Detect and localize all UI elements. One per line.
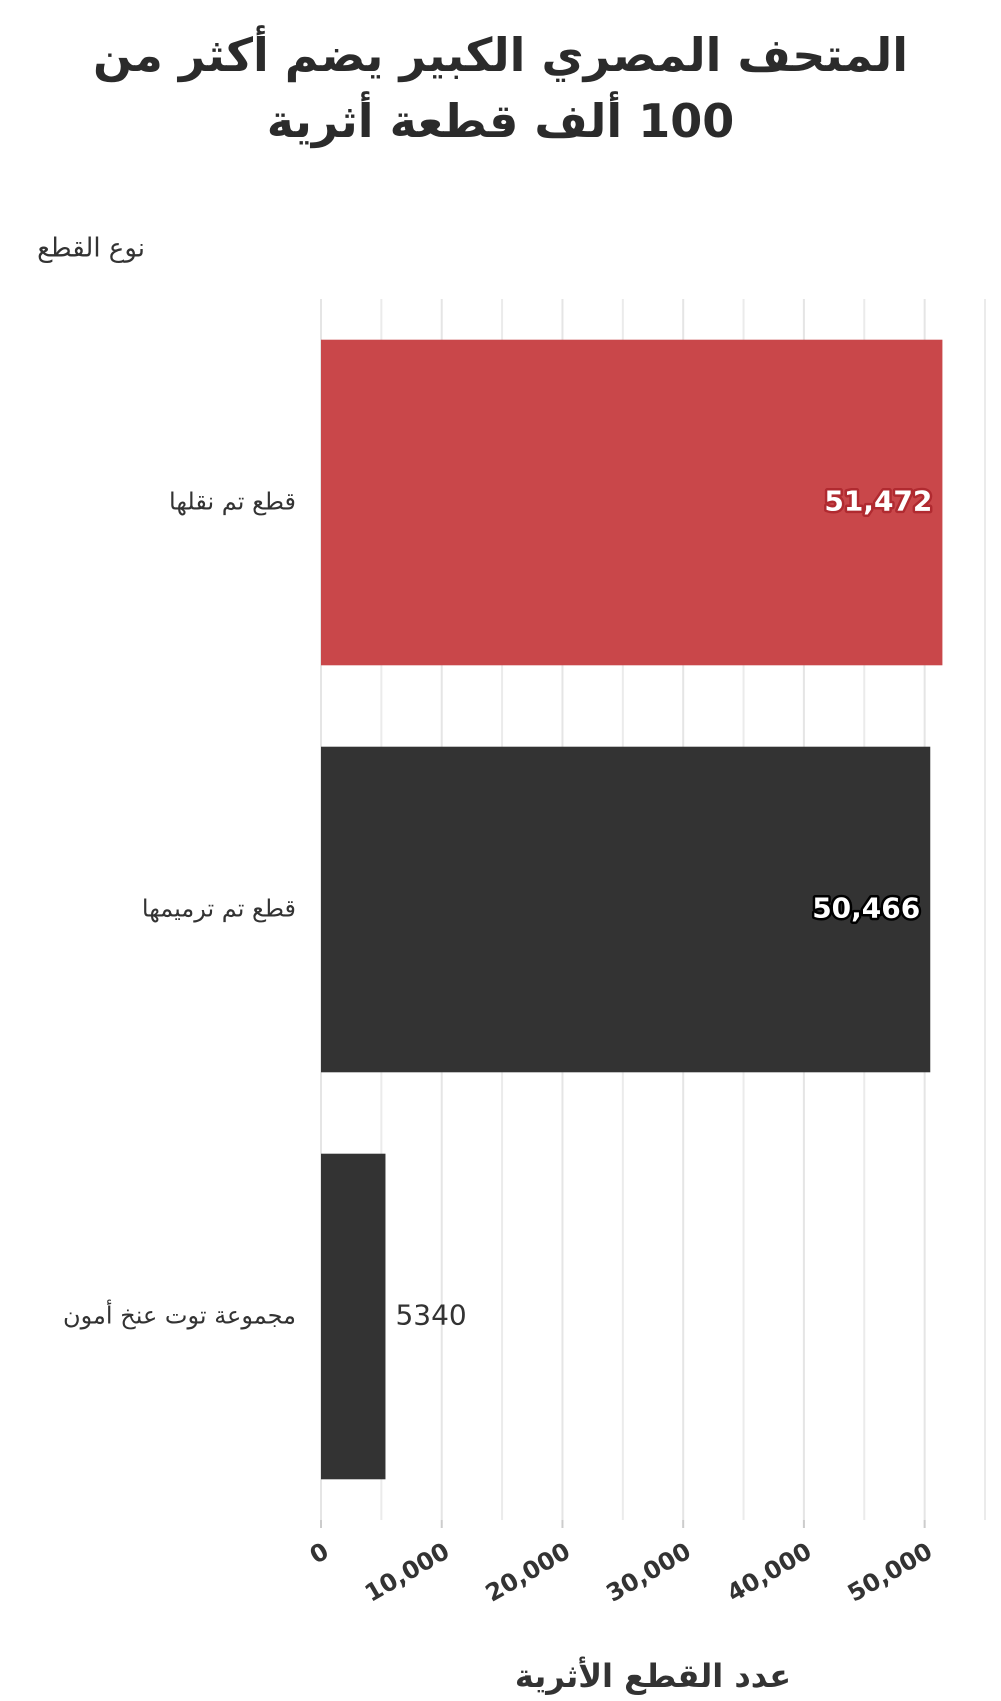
chart-title: المتحف المصري الكبير يضم أكثر من 100 ألف… — [92, 28, 909, 148]
y-axis-title: نوع القطع — [37, 234, 145, 264]
x-tick-label: 40,000 — [722, 1537, 816, 1608]
bar — [321, 339, 943, 666]
y-tick-label: قطع تم ترميمها — [142, 895, 296, 923]
value-label: 5340 — [395, 1299, 466, 1332]
x-tick-label: 30,000 — [601, 1537, 695, 1608]
x-tick-label: 0 — [305, 1537, 333, 1570]
bar — [321, 746, 931, 1073]
value-label: 51,472 — [824, 485, 932, 518]
x-tick-label: 20,000 — [481, 1537, 575, 1608]
y-tick-label: مجموعة توت عنخ أمون — [63, 1300, 296, 1330]
y-tick-label: قطع تم نقلها — [169, 488, 296, 516]
x-tick-label: 50,000 — [843, 1537, 937, 1608]
bar — [321, 1153, 386, 1480]
x-axis-title: عدد القطع الأثرية — [515, 1656, 791, 1695]
x-tick-label: 10,000 — [360, 1537, 454, 1608]
value-label: 50,466 — [812, 892, 920, 925]
